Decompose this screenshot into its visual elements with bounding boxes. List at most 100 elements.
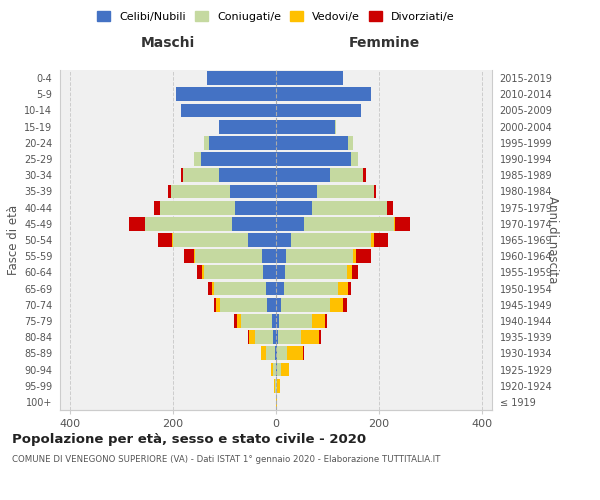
Bar — [276, 200, 312, 214]
Bar — [235, 200, 276, 214]
Bar — [237, 314, 241, 328]
Bar — [256, 330, 274, 344]
Bar — [170, 184, 230, 198]
Bar — [184, 250, 194, 263]
Bar — [276, 282, 284, 296]
Bar — [276, 346, 277, 360]
Bar — [276, 314, 278, 328]
Bar — [276, 379, 277, 392]
Bar — [335, 120, 336, 134]
Bar — [281, 298, 330, 312]
Bar — [276, 362, 277, 376]
Bar — [301, 330, 319, 344]
Text: Maschi: Maschi — [141, 36, 195, 50]
Bar — [230, 184, 276, 198]
Text: Popolazione per età, sesso e stato civile - 2020: Popolazione per età, sesso e stato civil… — [12, 432, 366, 446]
Text: Femmine: Femmine — [349, 36, 419, 50]
Bar — [312, 314, 325, 328]
Bar — [284, 282, 338, 296]
Bar — [275, 379, 276, 392]
Bar — [276, 298, 281, 312]
Bar — [276, 250, 286, 263]
Bar — [350, 152, 358, 166]
Bar — [181, 168, 184, 182]
Bar — [202, 266, 204, 280]
Bar — [312, 200, 386, 214]
Bar — [194, 250, 195, 263]
Bar — [275, 346, 276, 360]
Bar — [220, 120, 276, 134]
Bar — [168, 184, 170, 198]
Bar — [278, 314, 312, 328]
Bar — [394, 217, 395, 230]
Bar — [276, 395, 277, 409]
Bar — [266, 346, 275, 360]
Bar — [276, 217, 304, 230]
Bar — [271, 362, 274, 376]
Bar — [272, 314, 276, 328]
Bar — [277, 379, 280, 392]
Bar — [209, 136, 276, 149]
Bar — [281, 362, 289, 376]
Bar — [276, 152, 350, 166]
Bar — [285, 266, 347, 280]
Bar — [195, 250, 262, 263]
Bar — [348, 282, 350, 296]
Bar — [276, 266, 285, 280]
Bar — [303, 346, 304, 360]
Bar — [276, 168, 330, 182]
Bar — [248, 330, 249, 344]
Bar — [276, 88, 371, 101]
Bar — [217, 298, 220, 312]
Bar — [220, 298, 267, 312]
Bar — [276, 71, 343, 85]
Bar — [278, 330, 301, 344]
Bar — [274, 330, 276, 344]
Bar — [130, 217, 145, 230]
Bar — [276, 233, 292, 247]
Bar — [235, 314, 237, 328]
Bar — [276, 104, 361, 118]
Bar — [348, 136, 353, 149]
Bar — [214, 282, 266, 296]
Bar — [276, 184, 317, 198]
Bar — [220, 168, 276, 182]
Bar — [287, 346, 303, 360]
Bar — [277, 362, 281, 376]
Bar — [319, 330, 321, 344]
Bar — [292, 233, 371, 247]
Bar — [249, 330, 256, 344]
Bar — [208, 282, 212, 296]
Bar — [262, 250, 276, 263]
Bar — [197, 266, 202, 280]
Y-axis label: Fasce di età: Fasce di età — [7, 205, 20, 275]
Y-axis label: Anni di nascita: Anni di nascita — [547, 196, 559, 284]
Bar — [347, 266, 352, 280]
Bar — [181, 104, 276, 118]
Bar — [145, 217, 232, 230]
Bar — [325, 314, 328, 328]
Bar — [277, 346, 287, 360]
Bar — [260, 346, 266, 360]
Bar — [374, 184, 376, 198]
Bar — [374, 233, 388, 247]
Bar — [206, 71, 276, 85]
Bar — [353, 250, 356, 263]
Bar — [194, 152, 202, 166]
Bar — [276, 330, 278, 344]
Bar — [232, 217, 276, 230]
Text: COMUNE DI VENEGONO SUPERIORE (VA) - Dati ISTAT 1° gennaio 2020 - Elaborazione TU: COMUNE DI VENEGONO SUPERIORE (VA) - Dati… — [12, 456, 440, 464]
Bar — [338, 282, 348, 296]
Bar — [202, 152, 276, 166]
Bar — [364, 168, 366, 182]
Bar — [204, 136, 209, 149]
Bar — [267, 298, 276, 312]
Bar — [356, 250, 371, 263]
Bar — [274, 362, 276, 376]
Bar — [214, 298, 217, 312]
Legend: Celibi/Nubili, Coniugati/e, Vedovi/e, Divorziati/e: Celibi/Nubili, Coniugati/e, Vedovi/e, Di… — [94, 8, 458, 25]
Bar — [330, 168, 364, 182]
Bar — [158, 233, 172, 247]
Bar — [386, 200, 393, 214]
Bar — [263, 266, 276, 280]
